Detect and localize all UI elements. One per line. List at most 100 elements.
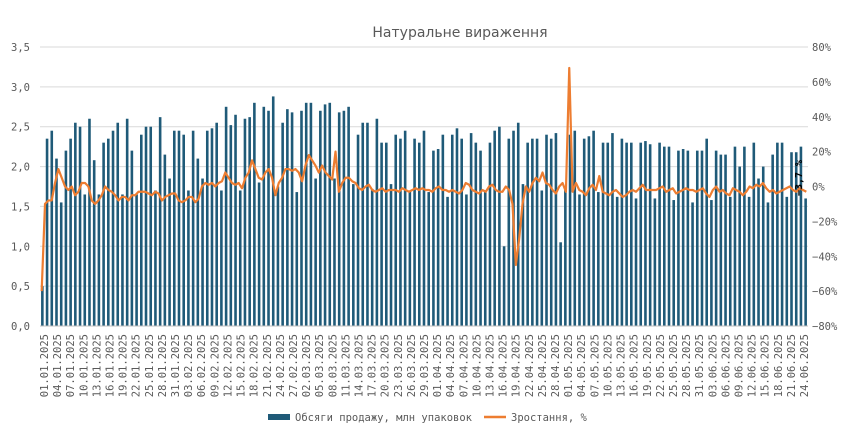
bar xyxy=(196,158,200,326)
bar xyxy=(201,178,204,326)
x-tick-label: 16.04.2025 xyxy=(498,334,510,397)
right-tick-label: −40% xyxy=(812,251,838,263)
x-tick-label: 03.06.2025 xyxy=(707,334,719,397)
bar xyxy=(191,130,195,326)
bar xyxy=(761,166,765,326)
bar xyxy=(370,188,374,326)
x-tick-label: 25.01.2025 xyxy=(144,334,156,397)
bar xyxy=(686,150,690,326)
bar xyxy=(743,146,746,326)
bar xyxy=(620,138,624,326)
bar xyxy=(210,128,214,326)
x-tick-label: 22.04.2025 xyxy=(524,334,536,397)
right-tick-label: 20% xyxy=(812,147,832,159)
bar xyxy=(290,112,294,327)
left-tick-label: 0,0 xyxy=(11,321,30,333)
bar xyxy=(498,126,501,327)
bar xyxy=(714,150,718,326)
bar xyxy=(427,192,431,326)
left-tick-label: 2,0 xyxy=(11,162,30,174)
bar xyxy=(710,200,713,326)
bar xyxy=(389,184,393,326)
bar xyxy=(780,142,784,326)
x-tick-label: 07.01.2025 xyxy=(65,334,77,397)
bar xyxy=(719,154,723,326)
x-tick-label: 01.01.2025 xyxy=(39,334,51,397)
bar xyxy=(615,196,619,326)
x-tick-label: 06.06.2025 xyxy=(720,334,732,397)
bar xyxy=(168,178,171,326)
bar xyxy=(78,126,82,327)
bar xyxy=(59,202,63,326)
bar xyxy=(262,106,266,326)
bar xyxy=(182,134,185,326)
bar xyxy=(474,142,478,326)
bar xyxy=(564,186,567,326)
bar xyxy=(752,142,756,326)
x-tick-label: 19.01.2025 xyxy=(118,334,130,397)
right-tick-label: 0% xyxy=(812,182,825,194)
bar xyxy=(50,130,54,326)
left-y-axis: 0,0 0,5 1,0 1,5 2,0 2,5 3,0 3,5 xyxy=(11,42,30,333)
x-tick-label: 25.05.2025 xyxy=(668,334,680,397)
x-tick-label: 03.02.2025 xyxy=(183,334,195,397)
bar xyxy=(352,184,355,326)
bar xyxy=(74,122,77,326)
bar xyxy=(733,146,737,326)
bar xyxy=(639,142,643,326)
x-axis: 01.01.2025 04.01.2025 07.01.2025 10.01.2025… xyxy=(39,325,811,397)
bar xyxy=(125,118,129,327)
bar xyxy=(333,178,336,326)
x-tick-label: 12.06.2025 xyxy=(747,334,759,397)
bar xyxy=(408,190,412,326)
bar xyxy=(601,142,605,326)
x-tick-label: 13.01.2025 xyxy=(91,334,103,397)
bar xyxy=(672,200,676,326)
bar xyxy=(45,138,49,326)
x-tick-label: 19.05.2025 xyxy=(642,334,654,397)
x-tick-label: 05.03.2025 xyxy=(314,334,326,397)
bar xyxy=(681,149,685,326)
x-tick-label: 25.04.2025 xyxy=(537,334,549,397)
bar xyxy=(140,134,143,326)
bar xyxy=(630,142,633,326)
bar xyxy=(436,149,440,326)
bar xyxy=(295,192,299,326)
bar xyxy=(97,194,101,326)
bar xyxy=(724,154,727,326)
bar xyxy=(663,146,666,326)
bar xyxy=(111,130,115,326)
x-tick-label: 21.02.2025 xyxy=(262,334,274,397)
bar xyxy=(215,122,218,326)
bar xyxy=(691,202,694,326)
x-tick-label: 07.05.2025 xyxy=(589,334,601,397)
bar xyxy=(385,142,388,326)
x-tick-label: 14.03.2025 xyxy=(353,334,365,397)
bar xyxy=(238,190,242,326)
bar xyxy=(728,196,732,326)
legend-swatch-bars xyxy=(268,414,290,420)
x-tick-label: 09.02.2025 xyxy=(209,334,221,397)
x-tick-label: 02.03.2025 xyxy=(301,334,313,397)
bar xyxy=(121,194,124,326)
bar xyxy=(785,196,789,326)
bar xyxy=(587,136,591,326)
bar xyxy=(229,125,233,327)
left-tick-label: 3,0 xyxy=(11,82,30,94)
bar xyxy=(92,160,96,326)
x-tick-label: 26.03.2025 xyxy=(406,334,418,397)
bar xyxy=(163,154,167,326)
bar xyxy=(634,198,638,326)
right-tick-label: 40% xyxy=(812,112,832,124)
x-tick-label: 10.05.2025 xyxy=(602,334,614,397)
x-tick-label: 31.01.2025 xyxy=(170,334,182,397)
x-tick-label: 17.03.2025 xyxy=(367,334,379,397)
bar xyxy=(116,122,120,326)
bar xyxy=(323,104,327,326)
bar xyxy=(540,190,544,326)
bar xyxy=(667,146,671,326)
x-tick-label: 28.04.2025 xyxy=(550,334,562,397)
x-tick-label: 29.03.2025 xyxy=(419,334,431,397)
bar xyxy=(304,102,308,326)
x-tick-label: 09.06.2025 xyxy=(733,334,745,397)
